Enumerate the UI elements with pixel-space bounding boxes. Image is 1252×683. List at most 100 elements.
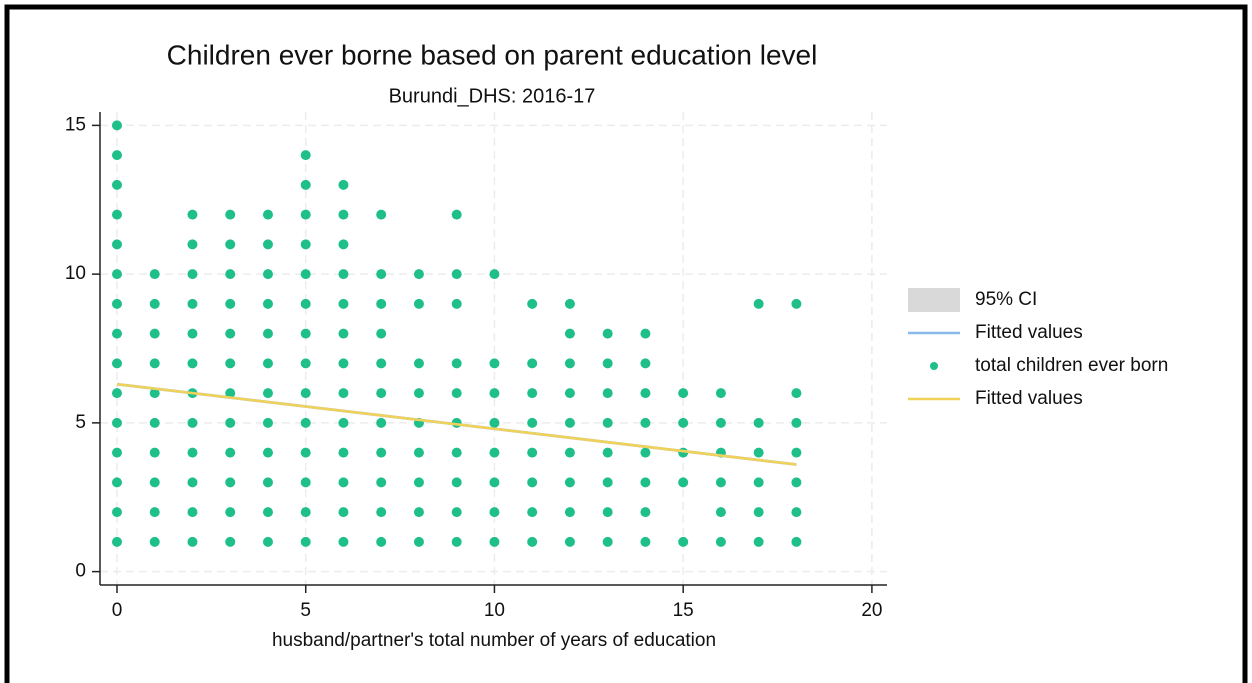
point	[753, 507, 764, 518]
x-tick-label: 15	[673, 600, 694, 621]
point	[111, 150, 122, 161]
point	[111, 209, 122, 220]
y-tick-label: 15	[65, 114, 86, 135]
point	[187, 298, 198, 309]
point	[111, 388, 122, 399]
y-tick-label: 5	[75, 412, 86, 433]
point	[376, 328, 387, 339]
point	[376, 477, 387, 488]
point	[640, 328, 651, 339]
point	[111, 477, 122, 488]
point	[564, 328, 575, 339]
point	[413, 447, 424, 458]
point	[300, 209, 311, 220]
point	[791, 536, 802, 547]
point	[791, 417, 802, 428]
point	[640, 507, 651, 518]
point	[527, 477, 538, 488]
y-tick-label: 10	[65, 263, 86, 284]
x-tick-label: 20	[861, 600, 882, 621]
point	[640, 417, 651, 428]
point	[300, 447, 311, 458]
point	[111, 179, 122, 190]
point	[413, 298, 424, 309]
point	[225, 417, 236, 428]
point	[602, 328, 613, 339]
point	[602, 358, 613, 369]
point	[602, 477, 613, 488]
legend-label: Fitted values	[975, 388, 1083, 409]
point	[527, 507, 538, 518]
point	[451, 477, 462, 488]
point	[262, 536, 273, 547]
point	[678, 536, 689, 547]
x-tick-label: 10	[484, 600, 505, 621]
point	[376, 298, 387, 309]
point	[376, 388, 387, 399]
point	[527, 358, 538, 369]
point	[564, 536, 575, 547]
point	[602, 447, 613, 458]
point	[413, 269, 424, 280]
point	[262, 447, 273, 458]
point	[262, 269, 273, 280]
point	[753, 536, 764, 547]
chart-subtitle: Burundi_DHS: 2016-17	[389, 85, 596, 107]
point	[338, 239, 349, 250]
point	[489, 447, 500, 458]
point	[225, 536, 236, 547]
point	[262, 239, 273, 250]
point	[300, 388, 311, 399]
point	[527, 447, 538, 458]
point	[602, 388, 613, 399]
point	[376, 269, 387, 280]
legend-label: 95% CI	[975, 289, 1037, 310]
point	[451, 209, 462, 220]
point	[527, 417, 538, 428]
point	[376, 209, 387, 220]
point	[753, 477, 764, 488]
point	[187, 209, 198, 220]
point	[602, 536, 613, 547]
point	[187, 328, 198, 339]
point	[149, 536, 160, 547]
point	[300, 269, 311, 280]
point	[262, 388, 273, 399]
point	[225, 477, 236, 488]
point	[149, 447, 160, 458]
point	[338, 358, 349, 369]
point	[413, 507, 424, 518]
point	[715, 507, 726, 518]
point	[640, 477, 651, 488]
point	[338, 388, 349, 399]
point	[187, 358, 198, 369]
point	[413, 477, 424, 488]
point	[564, 298, 575, 309]
point	[489, 269, 500, 280]
point	[338, 447, 349, 458]
point	[187, 477, 198, 488]
point	[376, 417, 387, 428]
point	[564, 477, 575, 488]
point	[111, 358, 122, 369]
point	[678, 388, 689, 399]
point	[338, 536, 349, 547]
point	[262, 209, 273, 220]
point	[225, 447, 236, 458]
plot	[111, 120, 802, 547]
point	[262, 417, 273, 428]
point	[149, 477, 160, 488]
point	[376, 447, 387, 458]
point	[715, 388, 726, 399]
x-axis-label: husband/partner's total number of years …	[272, 630, 716, 651]
point	[413, 358, 424, 369]
point	[262, 507, 273, 518]
point	[187, 447, 198, 458]
point	[338, 417, 349, 428]
point	[262, 328, 273, 339]
point	[376, 536, 387, 547]
point	[715, 536, 726, 547]
point	[791, 388, 802, 399]
point	[149, 328, 160, 339]
